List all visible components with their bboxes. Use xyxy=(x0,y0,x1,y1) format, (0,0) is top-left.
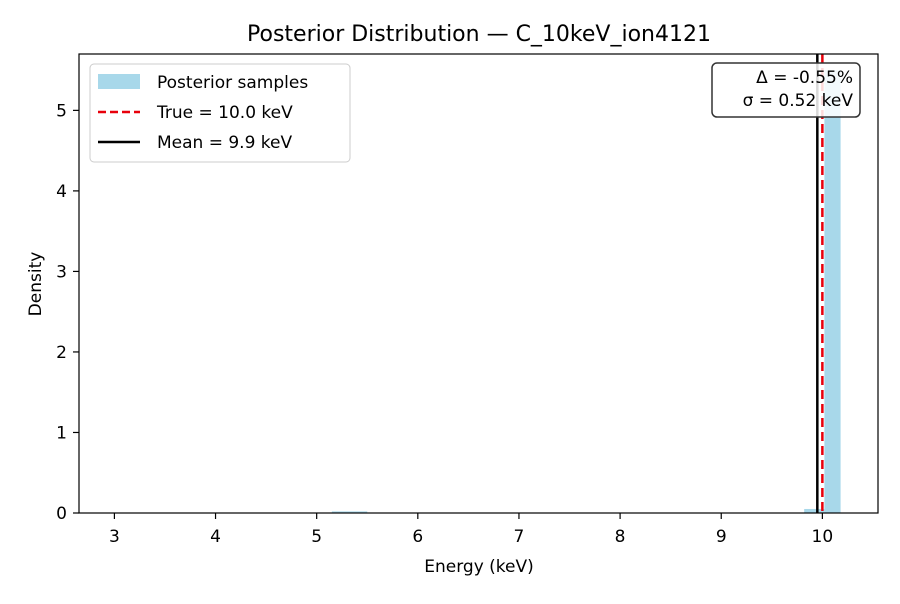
y-axis-label: Density xyxy=(26,252,46,317)
stats-delta: Δ = -0.55% xyxy=(756,68,853,88)
x-tick-label: 8 xyxy=(615,527,626,547)
x-tick-label: 7 xyxy=(514,527,525,547)
x-tick-label: 5 xyxy=(311,527,322,547)
y-tick-label: 1 xyxy=(56,423,67,443)
y-tick-label: 4 xyxy=(56,182,67,202)
y-tick-label: 2 xyxy=(56,343,67,363)
x-tick-label: 4 xyxy=(210,527,221,547)
x-axis-label: Energy (keV) xyxy=(424,557,534,577)
legend: Posterior samples True = 10.0 keV Mean =… xyxy=(89,63,351,163)
histogram-bar-2 xyxy=(824,70,841,514)
x-tick-label: 3 xyxy=(109,527,120,547)
legend-label-posterior: Posterior samples xyxy=(157,73,308,93)
stats-sigma: σ = 0.52 keV xyxy=(743,91,854,111)
x-tick-label: 9 xyxy=(716,527,727,547)
y-tick-label: 0 xyxy=(56,504,67,524)
reference-lines xyxy=(816,54,824,513)
chart-title: Posterior Distribution — C_10keV_ion4121 xyxy=(247,22,711,47)
legend-swatch-posterior xyxy=(98,74,140,89)
x-tick-label: 6 xyxy=(412,527,423,547)
y-tick-label: 3 xyxy=(56,262,67,282)
x-axis-ticks: 3 4 5 6 7 8 9 10 xyxy=(109,513,833,547)
stats-box xyxy=(711,62,861,118)
histogram-bar-1 xyxy=(804,508,825,513)
legend-label-true: True = 10.0 keV xyxy=(156,103,293,123)
histogram-bars xyxy=(331,70,841,514)
y-tick-label: 5 xyxy=(56,101,67,121)
legend-label-mean: Mean = 9.9 keV xyxy=(157,133,293,153)
histogram-bar-0 xyxy=(331,511,368,513)
plot-frame xyxy=(78,53,879,514)
legend-box xyxy=(89,63,351,163)
y-axis-ticks: 0 1 2 3 4 5 xyxy=(56,101,79,524)
x-tick-label: 10 xyxy=(812,527,834,547)
stats-annotation: Δ = -0.55% σ = 0.52 keV xyxy=(711,62,861,118)
